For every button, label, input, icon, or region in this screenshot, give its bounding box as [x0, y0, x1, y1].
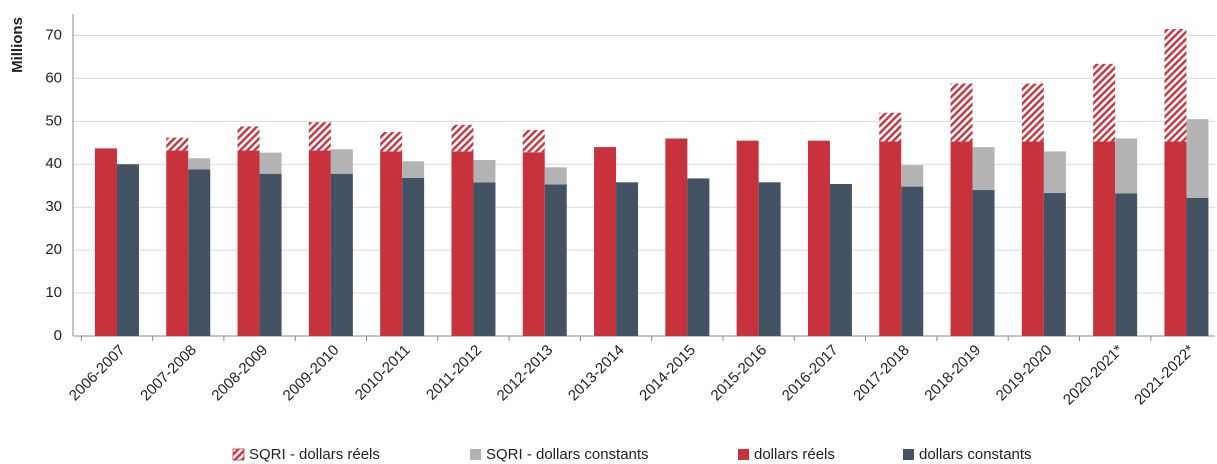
y-tick-label: 0 [54, 327, 62, 344]
legend-label: dollars réels [754, 446, 835, 463]
bar [237, 126, 260, 151]
x-tick-label: 2019-2020 [993, 342, 1056, 405]
bar [950, 141, 973, 336]
x-tick-label: 2006-2007 [66, 342, 129, 405]
bar [544, 167, 567, 185]
bar [188, 158, 211, 170]
bar [1115, 193, 1138, 336]
y-tick-label: 20 [45, 241, 62, 258]
x-tick-label: 2020-2021* [1060, 342, 1127, 409]
bar [594, 147, 617, 336]
y-tick-label: 40 [45, 155, 62, 172]
x-tick-label: 2008-2009 [208, 342, 271, 405]
bar [665, 138, 688, 336]
bar [308, 150, 331, 336]
bar [972, 147, 995, 191]
bar [188, 169, 211, 336]
bar [829, 184, 852, 336]
bar [1021, 141, 1044, 336]
bar [380, 151, 403, 336]
legend-label: SQRI - dollars constants [486, 446, 649, 463]
bar [687, 178, 710, 336]
bar [1186, 197, 1209, 336]
bar [522, 152, 545, 336]
y-tick-label: 50 [45, 112, 62, 129]
bar [94, 148, 117, 336]
legend-swatch [232, 448, 245, 461]
x-tick-label: 2013-2014 [565, 342, 628, 405]
bar [879, 141, 902, 336]
bar [1093, 63, 1116, 142]
x-tick-label: 2011-2012 [423, 342, 485, 404]
bar [544, 184, 567, 336]
bar [330, 173, 353, 336]
x-tick-label: 2014-2015 [636, 342, 699, 405]
bar [1043, 151, 1066, 194]
bar [522, 129, 545, 153]
y-tick-label: 70 [45, 26, 62, 43]
bar [807, 140, 830, 336]
bar [1093, 141, 1116, 336]
bar [1164, 141, 1187, 336]
bar [402, 178, 425, 336]
x-tick-label: 2009-2010 [280, 342, 343, 405]
y-tick-label: 10 [45, 284, 62, 301]
x-tick-label: 2012-2013 [494, 342, 557, 405]
bar [736, 140, 759, 336]
bar [116, 164, 139, 336]
y-axis-label: Millions [9, 17, 26, 73]
x-tick-label: 2010-2011 [352, 342, 414, 404]
bar [758, 182, 781, 336]
bar [950, 83, 973, 142]
bar [166, 137, 189, 151]
x-tick-label: 2021-2022* [1131, 342, 1198, 409]
bar [616, 182, 639, 336]
bar [972, 190, 995, 336]
bar [1021, 83, 1044, 142]
bar [1115, 138, 1138, 194]
bar [402, 161, 425, 179]
y-tick-label: 30 [45, 198, 62, 215]
bar [901, 186, 924, 336]
bar [166, 150, 189, 336]
bar [473, 159, 496, 183]
y-tick-label: 60 [45, 69, 62, 86]
bar [259, 173, 282, 336]
x-tick-label: 2017-2018 [850, 342, 913, 405]
bar [451, 124, 474, 152]
x-tick-label: 2015-2016 [708, 342, 771, 405]
x-tick-label: 2007-2008 [137, 342, 200, 405]
bar [473, 182, 496, 336]
x-tick-label: 2018-2019 [921, 342, 984, 405]
bar [1186, 119, 1209, 198]
legend-label: dollars constants [919, 446, 1032, 463]
bar [879, 112, 902, 142]
legend-swatch [470, 449, 481, 460]
bar [330, 149, 353, 174]
bar [259, 152, 282, 174]
legend-swatch [738, 449, 749, 460]
bar [237, 150, 260, 336]
legend-label: SQRI - dollars réels [249, 446, 380, 463]
x-tick-label: 2016-2017 [779, 342, 842, 405]
bar [901, 165, 924, 187]
bar [451, 151, 474, 336]
bar [380, 132, 403, 152]
bar [1043, 193, 1066, 336]
bar [1164, 29, 1187, 142]
legend-swatch [903, 449, 914, 460]
bar [308, 122, 331, 151]
